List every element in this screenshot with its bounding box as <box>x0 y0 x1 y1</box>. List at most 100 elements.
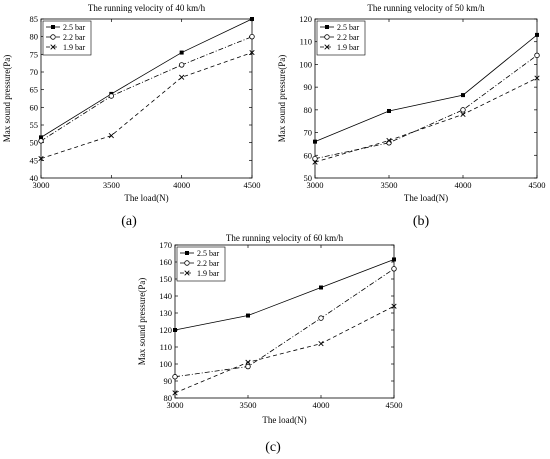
legend-marker <box>51 25 55 29</box>
y-tick-label: 70 <box>304 128 313 138</box>
y-tick-label: 85 <box>30 14 39 24</box>
chart-title: The running velocity of 40 km/h <box>88 3 206 13</box>
data-point <box>318 340 324 347</box>
data-point <box>245 359 251 365</box>
data-point <box>313 139 317 144</box>
plot-frame <box>314 18 538 179</box>
series-line <box>314 34 538 143</box>
x-tick-label: 4500 <box>386 400 403 410</box>
y-tick-label: 100 <box>159 359 172 369</box>
y-tick-label: 140 <box>159 291 172 301</box>
data-point <box>391 303 397 309</box>
series-line <box>40 36 253 142</box>
data-point <box>108 132 114 139</box>
data-point <box>461 93 465 98</box>
chart-title: The running velocity of 50 km/h <box>367 3 485 13</box>
legend-entry: 2.2 bar <box>337 33 360 42</box>
y-tick-label: 130 <box>159 308 172 318</box>
series-2-2-bar <box>172 266 397 380</box>
y-tick-label: 60 <box>304 150 313 160</box>
y-tick-label: 70 <box>30 67 39 77</box>
y-axis-label: Max sound pressure(Pa) <box>277 55 287 142</box>
legend-entry: 2.2 bar <box>63 33 86 42</box>
y-tick-label: 50 <box>304 173 313 183</box>
series-line <box>40 52 253 159</box>
x-tick-label: 4000 <box>173 180 190 190</box>
series-1-9-bar <box>38 49 255 162</box>
data-point <box>534 52 540 59</box>
data-point <box>38 155 44 162</box>
data-point <box>387 108 391 113</box>
y-tick-label: 80 <box>30 32 39 42</box>
data-point <box>249 49 255 56</box>
y-tick-label: 90 <box>304 82 313 92</box>
data-point <box>319 285 323 290</box>
y-tick-label: 50 <box>30 138 39 148</box>
series-line <box>40 18 253 138</box>
plot-frame <box>40 18 253 179</box>
plot-frame <box>174 244 395 399</box>
panel-label: (c) <box>265 440 281 455</box>
legend-marker <box>184 270 190 276</box>
data-point <box>179 50 184 55</box>
y-tick-label: 90 <box>164 376 173 386</box>
x-axis-label: The load(N) <box>404 193 448 203</box>
chart-panel-b: The running velocity of 50 km/h 3000 3500 4… <box>277 3 546 229</box>
series-2-2-bar <box>312 52 540 162</box>
y-tick-label: 120 <box>299 14 312 24</box>
x-axis-label: The load(N) <box>262 415 306 425</box>
series-line <box>174 268 395 378</box>
legend-entry: 2.2 bar <box>197 259 220 268</box>
data-point <box>249 33 255 40</box>
legend-entry: 1.9 bar <box>63 43 86 52</box>
data-point <box>246 313 250 318</box>
series-line <box>314 77 538 163</box>
data-point <box>108 93 115 99</box>
series-2-2-bar <box>38 33 255 144</box>
legend-entry: 1.9 bar <box>197 269 220 278</box>
x-tick-label: 3500 <box>240 400 257 410</box>
legend-entry: 2.5 bar <box>197 249 220 258</box>
y-tick-label: 170 <box>159 240 172 250</box>
y-tick-label: 75 <box>30 49 39 59</box>
panel-label: (a) <box>121 214 137 229</box>
data-point <box>172 390 178 396</box>
data-point <box>386 137 392 144</box>
legend-marker <box>50 44 56 50</box>
x-tick-label: 3000 <box>307 180 324 190</box>
y-axis-label: Max sound pressure(Pa) <box>2 55 12 142</box>
x-tick-label: 4000 <box>455 180 472 190</box>
series-2-5-bar <box>313 32 539 144</box>
panel-label: (b) <box>413 214 430 229</box>
series-line <box>174 305 395 394</box>
y-axis-label: Max sound pressure(Pa) <box>137 278 147 365</box>
data-point <box>535 32 539 37</box>
legend-marker <box>185 251 189 255</box>
y-tick-label: 80 <box>164 393 173 403</box>
x-tick-label: 4500 <box>529 180 546 190</box>
data-point <box>534 75 540 81</box>
legend-marker <box>324 44 330 50</box>
x-tick-label: 3000 <box>33 180 50 190</box>
data-point <box>391 266 397 272</box>
y-tick-label: 60 <box>30 102 39 112</box>
data-point <box>312 159 318 165</box>
x-tick-label: 3500 <box>103 180 120 190</box>
y-tick-label: 100 <box>299 59 312 69</box>
series-line <box>314 55 538 160</box>
legend-entry: 2.5 bar <box>63 23 86 32</box>
data-point <box>245 363 251 370</box>
x-tick-label: 3000 <box>167 400 184 410</box>
series-line <box>174 259 395 331</box>
y-tick-label: 150 <box>159 274 172 284</box>
y-tick-label: 65 <box>30 85 39 95</box>
y-tick-label: 120 <box>159 325 172 335</box>
legend-marker <box>184 260 190 266</box>
y-tick-label: 45 <box>30 155 39 165</box>
chart-panel-a: The running velocity of 40 km/h 3000 3500 4… <box>2 3 261 229</box>
x-tick-label: 3500 <box>381 180 398 190</box>
data-point <box>250 17 254 21</box>
data-point <box>179 74 185 80</box>
y-tick-label: 80 <box>304 105 313 115</box>
data-point <box>38 138 44 144</box>
